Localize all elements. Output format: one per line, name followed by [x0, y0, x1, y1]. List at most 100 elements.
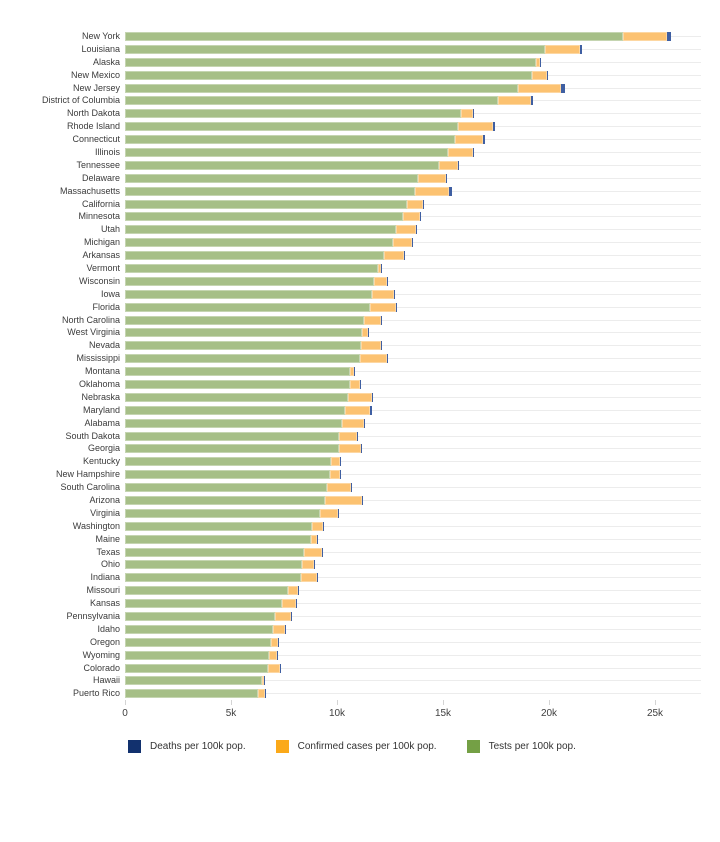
bar-track [125, 302, 701, 312]
bar-segment-cases [406, 199, 423, 209]
bar-segment-cases [326, 483, 351, 493]
bar-track [125, 263, 701, 273]
bar-track [125, 534, 701, 544]
state-label: Pennsylvania [66, 611, 120, 622]
chart-row: Rhode Island [0, 120, 720, 133]
state-label: Illinois [94, 146, 120, 157]
chart-row: Kansas [0, 597, 720, 610]
chart-row: South Dakota [0, 430, 720, 443]
state-label: South Carolina [60, 482, 120, 493]
bar-track [125, 276, 701, 286]
legend: Deaths per 100k pop. Confirmed cases per … [128, 740, 720, 754]
bar-segment-tests [125, 586, 289, 596]
bar-segment-deaths [322, 521, 324, 531]
bar-segment-tests [125, 405, 346, 415]
bar-segment-tests [125, 225, 397, 235]
legend-item-deaths: Deaths per 100k pop. [128, 740, 246, 754]
legend-label: Deaths per 100k pop. [150, 741, 246, 753]
bar-track [125, 31, 701, 41]
bar-segment-tests [125, 573, 301, 583]
chart-row: Iowa [0, 288, 720, 301]
state-label: Massachusetts [59, 185, 120, 196]
legend-label: Tests per 100k pop. [488, 741, 576, 753]
bar-track [125, 624, 701, 634]
chart-row: South Carolina [0, 481, 720, 494]
bar-segment-cases [362, 328, 369, 338]
bar-segment-cases [261, 676, 264, 686]
state-label: Colorado [83, 662, 120, 673]
bar-segment-cases [275, 612, 292, 622]
x-axis-tick [337, 700, 338, 706]
row-gridline [125, 628, 701, 630]
chart-row: New York [0, 30, 720, 43]
chart-row: Mississippi [0, 352, 720, 365]
row-gridline [125, 693, 701, 695]
bar-segment-cases [311, 521, 323, 531]
x-axis: 0 5k 10k 15k 20k 25k [122, 700, 701, 726]
bar-segment-tests [125, 689, 258, 699]
bar-track [125, 483, 701, 493]
bar-segment-cases [350, 367, 355, 377]
chart-row: Ohio [0, 559, 720, 572]
row-gridline [125, 577, 701, 579]
bar-segment-cases [438, 160, 458, 170]
chart-row: Alaska [0, 56, 720, 69]
bar-segment-deaths [422, 199, 424, 209]
bar-segment-tests [125, 612, 276, 622]
x-axis-tick [125, 700, 126, 706]
row-gridline [125, 461, 701, 463]
bar-segment-deaths [313, 560, 315, 570]
bar-segment-deaths [279, 663, 281, 673]
state-label: Washington [72, 520, 120, 531]
state-label: Rhode Island [66, 121, 120, 132]
bar-track [125, 160, 701, 170]
bar-segment-tests [125, 676, 262, 686]
bar-segment-cases [331, 457, 341, 467]
bar-track [125, 354, 701, 364]
bar-segment-tests [125, 251, 384, 261]
row-gridline [125, 616, 701, 618]
bar-track [125, 44, 701, 54]
bar-segment-deaths [361, 496, 363, 505]
row-gridline [125, 525, 701, 527]
chart-row: Texas [0, 546, 720, 559]
bar-track [125, 57, 701, 67]
legend-swatch-deaths [128, 740, 141, 754]
bar-segment-deaths [340, 457, 341, 467]
row-gridline [125, 538, 701, 540]
chart-row: Nevada [0, 339, 720, 352]
chart-row: Louisiana [0, 43, 720, 56]
bar-track [125, 470, 701, 480]
bar-segment-cases [415, 186, 449, 196]
bar-segment-cases [341, 418, 364, 428]
bar-track [125, 199, 701, 209]
row-gridline [125, 383, 701, 385]
bar-segment-deaths [380, 341, 382, 351]
chart-row: Washington [0, 520, 720, 533]
chart-row: North Carolina [0, 314, 720, 327]
bar-track [125, 212, 701, 222]
state-label: Maryland [82, 404, 120, 415]
row-gridline [125, 680, 701, 682]
bar-track [125, 251, 701, 261]
chart-row: Illinois [0, 146, 720, 159]
bar-segment-deaths [350, 483, 352, 493]
chart-row: Arkansas [0, 249, 720, 262]
state-label: New Jersey [72, 82, 120, 93]
chart-row: Maine [0, 533, 720, 546]
bar-segment-deaths [445, 173, 447, 183]
row-gridline [125, 641, 701, 643]
state-label: Vermont [86, 262, 120, 273]
plot-area: New York Louisiana Alaska New Mexico New Jer… [0, 30, 720, 700]
bar-segment-deaths [579, 44, 582, 54]
state-label: Nebraska [81, 391, 120, 402]
bar-segment-cases [532, 70, 548, 80]
bar-segment-deaths [492, 122, 495, 132]
row-gridline [125, 474, 701, 476]
bar-segment-tests [125, 212, 403, 222]
bar-segment-tests [125, 483, 327, 493]
chart-row: New Jersey [0, 82, 720, 95]
bar-segment-cases [392, 238, 412, 248]
bar-track [125, 586, 701, 596]
chart-row: Maryland [0, 404, 720, 417]
